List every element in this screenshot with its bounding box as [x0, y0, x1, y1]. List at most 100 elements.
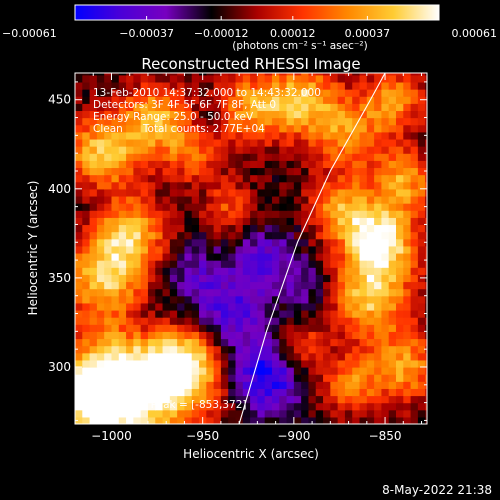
heatmap-cell — [191, 110, 200, 119]
heatmap-cell — [366, 366, 375, 375]
heatmap-cell — [301, 359, 310, 368]
heatmap-cell — [395, 309, 404, 318]
heatmap-cell — [75, 331, 83, 340]
heatmap-cell — [381, 331, 390, 340]
heatmap-cell — [191, 74, 200, 83]
heatmap-cell — [111, 203, 120, 211]
heatmap-cell — [220, 224, 229, 233]
heatmap-cell — [126, 181, 134, 190]
heatmap-cell — [403, 110, 412, 119]
heatmap-cell — [417, 402, 426, 411]
heatmap-cell — [220, 388, 229, 397]
heatmap-cell — [235, 359, 244, 368]
heatmap-cell — [344, 366, 353, 375]
heatmap-cell — [242, 267, 251, 275]
heatmap-cell — [250, 138, 258, 147]
heatmap-cell — [264, 331, 273, 340]
heatmap-cell — [133, 309, 142, 318]
heatmap-cell — [359, 138, 368, 147]
heatmap-cell — [410, 359, 419, 368]
heatmap-cell — [395, 224, 404, 233]
heatmap-cell — [250, 110, 258, 119]
heatmap-cell — [337, 74, 346, 83]
heatmap-cell — [403, 203, 412, 211]
heatmap-cell — [257, 131, 266, 140]
heatmap-cell — [89, 81, 98, 90]
heatmap-cell — [381, 96, 390, 104]
heatmap-cell — [89, 117, 98, 126]
heatmap-cell — [366, 416, 375, 424]
heatmap-cell — [177, 274, 186, 283]
heatmap-cell — [111, 181, 120, 190]
heatmap-cell — [177, 388, 186, 397]
heatmap-cell — [140, 217, 149, 226]
heatmap-cell — [235, 81, 244, 90]
heatmap-cell — [213, 395, 222, 404]
heatmap-cell — [330, 288, 339, 297]
heatmap-cell — [89, 96, 98, 104]
heatmap-cell — [388, 366, 397, 375]
heatmap-cell — [213, 252, 222, 261]
heatmap-cell — [344, 324, 353, 332]
heatmap-cell — [191, 96, 200, 104]
heatmap-cell — [395, 416, 404, 424]
heatmap-cell — [337, 138, 346, 147]
heatmap-cell — [191, 366, 200, 375]
heatmap-cell — [177, 131, 186, 140]
heatmap-cell — [271, 74, 280, 83]
heatmap-cell — [388, 210, 397, 218]
heatmap-cell — [374, 188, 383, 197]
heatmap-cell — [118, 181, 127, 190]
heatmap-cell — [147, 160, 156, 169]
heatmap-cell — [330, 388, 339, 397]
heatmap-cell — [169, 96, 178, 104]
heatmap-cell — [264, 324, 273, 332]
heatmap-cell — [162, 146, 171, 154]
heatmap-cell — [308, 74, 317, 83]
heatmap-cell — [352, 317, 361, 325]
heatmap-cell — [140, 331, 149, 340]
heatmap-cell — [359, 224, 368, 233]
heatmap-cell — [388, 131, 397, 140]
heatmap-cell — [140, 359, 149, 368]
heatmap-cell — [147, 188, 156, 197]
heatmap-cell — [140, 416, 149, 424]
heatmap-cell — [279, 416, 288, 424]
heatmap-cell — [330, 153, 339, 161]
heatmap-cell — [155, 324, 164, 332]
heatmap-cell — [264, 167, 273, 176]
heatmap-cell — [147, 153, 156, 161]
heatmap-cell — [140, 124, 149, 133]
heatmap-cell — [111, 331, 120, 340]
heatmap-cell — [337, 238, 346, 247]
heatmap-cell — [359, 89, 368, 97]
heatmap-cell — [169, 295, 178, 304]
heatmap-cell — [301, 167, 310, 176]
heatmap-cell — [82, 267, 91, 275]
heatmap-cell — [403, 89, 412, 97]
heatmap-cell — [374, 174, 383, 183]
heatmap-cell — [82, 117, 91, 126]
heatmap-cell — [162, 395, 171, 404]
colorbar-tick-label: 0.00012 — [270, 27, 316, 40]
heatmap-cell — [184, 345, 193, 354]
heatmap-cell — [308, 416, 317, 424]
heatmap-cell — [82, 345, 91, 354]
heatmap-cell — [286, 195, 295, 204]
heatmap-cell — [344, 138, 353, 147]
heatmap-cell — [315, 73, 324, 76]
heatmap-cell — [147, 138, 156, 147]
heatmap-cell — [315, 238, 324, 247]
heatmap-cell — [301, 89, 310, 97]
heatmap-cell — [177, 302, 186, 311]
heatmap-cell — [147, 345, 156, 354]
heatmap-cell — [388, 117, 397, 126]
heatmap-cell — [184, 331, 193, 340]
heatmap-cell — [191, 238, 200, 247]
heatmap-cell — [213, 366, 222, 375]
heatmap-cell — [147, 245, 156, 254]
heatmap-cell — [388, 74, 397, 83]
heatmap-cell — [250, 160, 258, 169]
heatmap-cell — [271, 188, 280, 197]
heatmap-cell — [96, 153, 105, 161]
